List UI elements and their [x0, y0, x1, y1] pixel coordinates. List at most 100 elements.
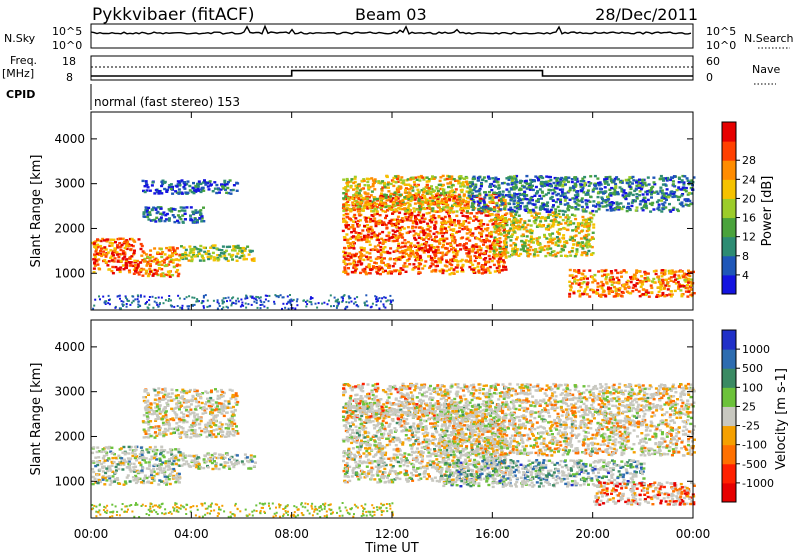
colorbar-tick-label: 4 [742, 269, 749, 282]
echo-cell [149, 458, 152, 460]
echo-cell [395, 209, 398, 211]
echo-cell [168, 249, 171, 251]
echo-cell [552, 189, 555, 191]
echo-cell [670, 191, 673, 193]
echo-cell [545, 175, 548, 177]
echo-cell [647, 176, 650, 178]
echo-cell [460, 267, 463, 269]
echo-cell [655, 296, 658, 298]
echo-cell [207, 256, 210, 258]
echo-cell [342, 204, 345, 206]
echo-cell [538, 195, 541, 197]
scatter-cell [302, 300, 304, 302]
echo-cell [597, 270, 600, 272]
echo-cell [358, 185, 361, 187]
echo-cell [409, 217, 412, 219]
echo-cell [592, 200, 595, 202]
echo-cell [416, 258, 419, 260]
echo-cell [414, 256, 417, 258]
echo-cell [660, 272, 663, 274]
echo-cell [590, 254, 593, 256]
echo-cell [95, 259, 98, 261]
echo-cell [522, 248, 525, 250]
echo-cell [168, 273, 171, 275]
echo-cell [554, 253, 557, 255]
echo-cell [421, 217, 424, 219]
echo-cell [133, 250, 136, 252]
echo-cell [551, 192, 554, 194]
echo-cell [455, 254, 458, 256]
echo-cell [583, 281, 586, 283]
echo-cell [362, 259, 365, 261]
echo-cell [449, 229, 452, 231]
echo-cell [488, 191, 491, 193]
echo-cell [424, 260, 427, 262]
echo-cell [423, 265, 426, 267]
echo-cell [472, 244, 475, 246]
scatter-cell [104, 302, 106, 304]
echo-cell [607, 198, 610, 200]
echo-cell [494, 228, 497, 230]
y-tick-label: 1000 [54, 266, 85, 280]
echo-cell [558, 228, 561, 230]
echo-cell [477, 190, 480, 192]
echo-cell [144, 185, 147, 187]
echo-cell [218, 254, 221, 256]
echo-cell [176, 264, 179, 266]
echo-cell [418, 179, 421, 181]
scatter-cell [134, 298, 136, 300]
echo-cell [584, 251, 587, 253]
echo-cell [209, 247, 212, 249]
echo-cell [381, 203, 384, 205]
echo-cell [358, 213, 361, 215]
echo-cell [354, 178, 357, 180]
echo-cell [469, 258, 472, 260]
echo-cell [565, 242, 568, 244]
sky-panel-frame [91, 24, 693, 48]
echo-cell [617, 178, 620, 180]
echo-cell [183, 210, 186, 212]
colorbar-segment [722, 256, 736, 276]
scatter-cell [336, 300, 338, 302]
echo-cell [402, 252, 405, 254]
scatter-cell [181, 307, 183, 309]
echo-cell [380, 254, 383, 256]
echo-cell [426, 212, 429, 214]
echo-cell [356, 264, 359, 266]
echo-cell [620, 276, 623, 278]
scatter-cell [148, 304, 150, 306]
scatter-cell [375, 298, 377, 300]
echo-cell [190, 260, 193, 262]
echo-cell [587, 228, 590, 230]
scatter-cell [228, 297, 230, 299]
echo-cell [129, 248, 132, 250]
echo-cell [550, 220, 553, 222]
scatter-cell [374, 295, 376, 297]
echo-cell [586, 206, 589, 208]
echo-cell [384, 264, 387, 266]
echo-cell [564, 192, 567, 194]
echo-cell [421, 227, 424, 229]
echo-cell [491, 213, 494, 215]
echo-cell [520, 218, 523, 220]
echo-cell [589, 182, 592, 184]
echo-cell [385, 175, 388, 177]
echo-cell [479, 249, 482, 251]
echo-cell [419, 196, 422, 198]
echo-cell [571, 237, 574, 239]
scatter-cell [168, 295, 170, 297]
echo-cell [586, 225, 589, 227]
echo-cell [370, 232, 373, 234]
echo-cell [489, 186, 492, 188]
echo-cell [592, 214, 595, 216]
echo-cell [532, 209, 535, 211]
echo-cell [617, 281, 620, 283]
echo-cell [394, 197, 397, 199]
echo-cell [493, 246, 496, 248]
echo-cell [417, 233, 420, 235]
echo-cell [441, 252, 444, 254]
echo-cell [609, 176, 612, 178]
echo-cell [433, 190, 436, 192]
echo-cell [480, 219, 483, 221]
echo-cell [181, 254, 184, 256]
